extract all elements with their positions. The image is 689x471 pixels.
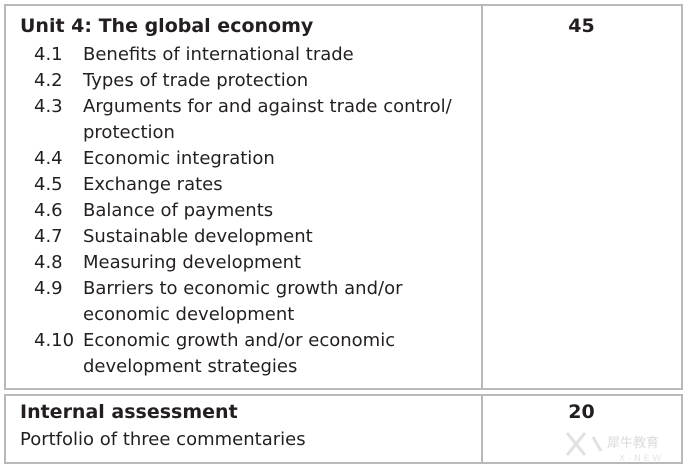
assessment-title: Internal assessment bbox=[20, 401, 238, 423]
topic-text: protection bbox=[83, 122, 175, 143]
topic-number: 4.2 bbox=[34, 70, 63, 91]
topic-number: 4.6 bbox=[34, 200, 63, 221]
topic-number: 4.8 bbox=[34, 252, 63, 273]
topic-number: 4.10 bbox=[34, 330, 75, 351]
watermark-subtext: X-NEW bbox=[619, 454, 664, 464]
topic-number: 4.3 bbox=[34, 96, 63, 117]
topic-text: Measuring development bbox=[83, 252, 302, 273]
topic-text: Economic integration bbox=[83, 148, 275, 169]
topic-number: 4.1 bbox=[34, 44, 63, 65]
unit-marks: 45 bbox=[568, 15, 595, 37]
topic-text: Benefits of international trade bbox=[83, 44, 354, 65]
assessment-marks: 20 bbox=[568, 401, 595, 423]
topic-text: Types of trade protection bbox=[83, 70, 309, 91]
topic-number: 4.5 bbox=[34, 174, 63, 195]
topic-text: Balance of payments bbox=[83, 200, 274, 221]
topic-number: 4.4 bbox=[34, 148, 63, 169]
topic-text: Arguments for and against trade control/ bbox=[83, 96, 452, 117]
topic-text: Barriers to economic growth and/or bbox=[83, 278, 403, 299]
topic-number: 4.9 bbox=[34, 278, 63, 299]
assessment-description: Portfolio of three commentaries bbox=[20, 429, 306, 450]
topic-text: Exchange rates bbox=[83, 174, 223, 195]
column-divider bbox=[481, 4, 483, 464]
watermark-logo: 犀牛教育 X-NEW bbox=[565, 432, 664, 464]
row-divider bbox=[4, 388, 683, 396]
topic-text: Economic growth and/or economic bbox=[83, 330, 396, 351]
topic-text: Sustainable development bbox=[83, 226, 313, 247]
watermark-text: 犀牛教育 bbox=[607, 435, 659, 451]
topic-text: development strategies bbox=[83, 356, 298, 377]
topic-text: economic development bbox=[83, 304, 295, 325]
topic-number: 4.7 bbox=[34, 226, 63, 247]
unit-title: Unit 4: The global economy bbox=[20, 15, 314, 37]
table-frame bbox=[4, 4, 683, 464]
